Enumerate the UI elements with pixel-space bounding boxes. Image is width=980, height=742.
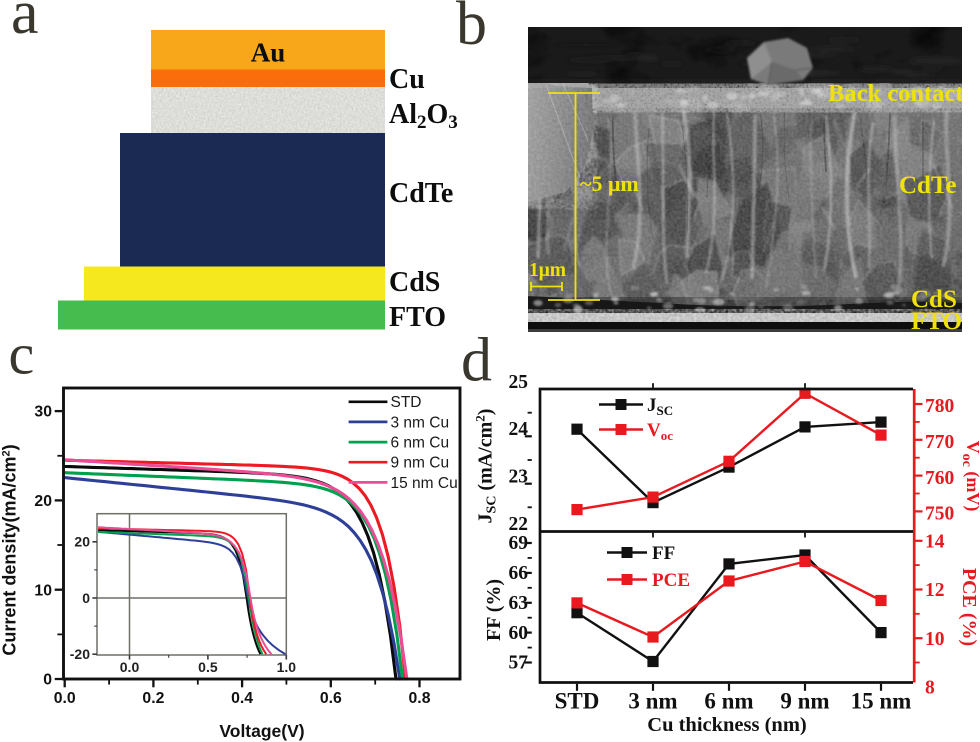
svg-text:CdTe: CdTe [389,178,453,209]
svg-text:69: 69 [509,533,529,554]
svg-text:~5 μm: ~5 μm [580,171,639,196]
svg-text:0.5: 0.5 [198,659,218,675]
svg-text:0.0: 0.0 [54,690,76,707]
svg-text:b: b [456,0,487,58]
svg-text:PCE (%): PCE (%) [958,568,980,646]
svg-text:22: 22 [509,514,529,535]
svg-text:0: 0 [43,672,52,689]
svg-text:780: 780 [925,396,954,417]
svg-text:1μm: 1μm [529,260,566,281]
svg-text:FF (%): FF (%) [483,579,505,641]
svg-text:10: 10 [925,629,945,650]
svg-text:57: 57 [509,653,529,674]
svg-text:23: 23 [509,467,529,488]
svg-text:9 nm Cu: 9 nm Cu [391,455,450,472]
svg-text:770: 770 [925,432,954,453]
svg-text:15 nm Cu: 15 nm Cu [391,475,458,492]
svg-text:Back contact: Back contact [828,80,964,107]
svg-text:20: 20 [34,493,52,510]
svg-text:8: 8 [925,678,935,699]
svg-text:760: 760 [925,468,954,489]
svg-text:STD: STD [391,394,422,411]
svg-text:66: 66 [509,563,529,584]
svg-text:FTO: FTO [389,302,446,333]
svg-text:a: a [11,0,39,47]
svg-text:6 nm: 6 nm [704,689,753,714]
svg-text:9 nm: 9 nm [780,689,829,714]
svg-text:0.4: 0.4 [231,690,253,707]
svg-text:10: 10 [34,582,52,599]
svg-text:Au: Au [251,38,286,68]
svg-text:Cu thickness (nm): Cu thickness (nm) [647,714,806,736]
svg-text:750: 750 [925,504,954,525]
svg-text:STD: STD [555,689,600,714]
svg-text:Cu: Cu [389,64,425,95]
svg-text:CdS: CdS [911,286,957,313]
svg-text:Voc (mV): Voc (mV) [959,441,980,512]
svg-text:JSC: JSC [647,395,673,418]
svg-text:0.2: 0.2 [142,690,164,707]
svg-text:1.0: 1.0 [277,659,297,675]
svg-text:6 nm Cu: 6 nm Cu [391,435,450,452]
svg-text:0.6: 0.6 [320,690,342,707]
svg-text:d: d [461,327,492,395]
svg-text:0.0: 0.0 [120,659,140,675]
svg-text:-20: -20 [70,646,90,662]
svg-text:Current density(mA/cm2): Current density(mA/cm2) [0,444,20,655]
svg-text:30: 30 [34,404,52,421]
svg-text:FTO: FTO [911,308,962,335]
svg-text:Voc: Voc [647,420,673,443]
svg-text:PCE: PCE [652,570,690,591]
svg-text:12: 12 [925,580,945,601]
svg-text:0: 0 [82,590,90,606]
svg-text:CdS: CdS [389,267,440,298]
svg-text:c: c [9,322,35,387]
svg-text:FF: FF [652,543,675,564]
svg-text:0.8: 0.8 [409,690,431,707]
svg-text:CdTe: CdTe [899,172,956,199]
svg-text:14: 14 [925,531,945,552]
svg-text:60: 60 [509,623,529,644]
svg-text:20: 20 [74,534,90,550]
svg-text:63: 63 [509,593,529,614]
svg-text:15 nm: 15 nm [851,689,912,714]
svg-text:25: 25 [509,372,529,393]
svg-text:JSC (mA/cm2): JSC (mA/cm2) [473,409,500,524]
svg-text:Voltage(V): Voltage(V) [219,721,304,741]
svg-text:24: 24 [509,419,529,440]
svg-text:3 nm: 3 nm [628,689,677,714]
svg-text:3 nm Cu: 3 nm Cu [391,414,450,431]
